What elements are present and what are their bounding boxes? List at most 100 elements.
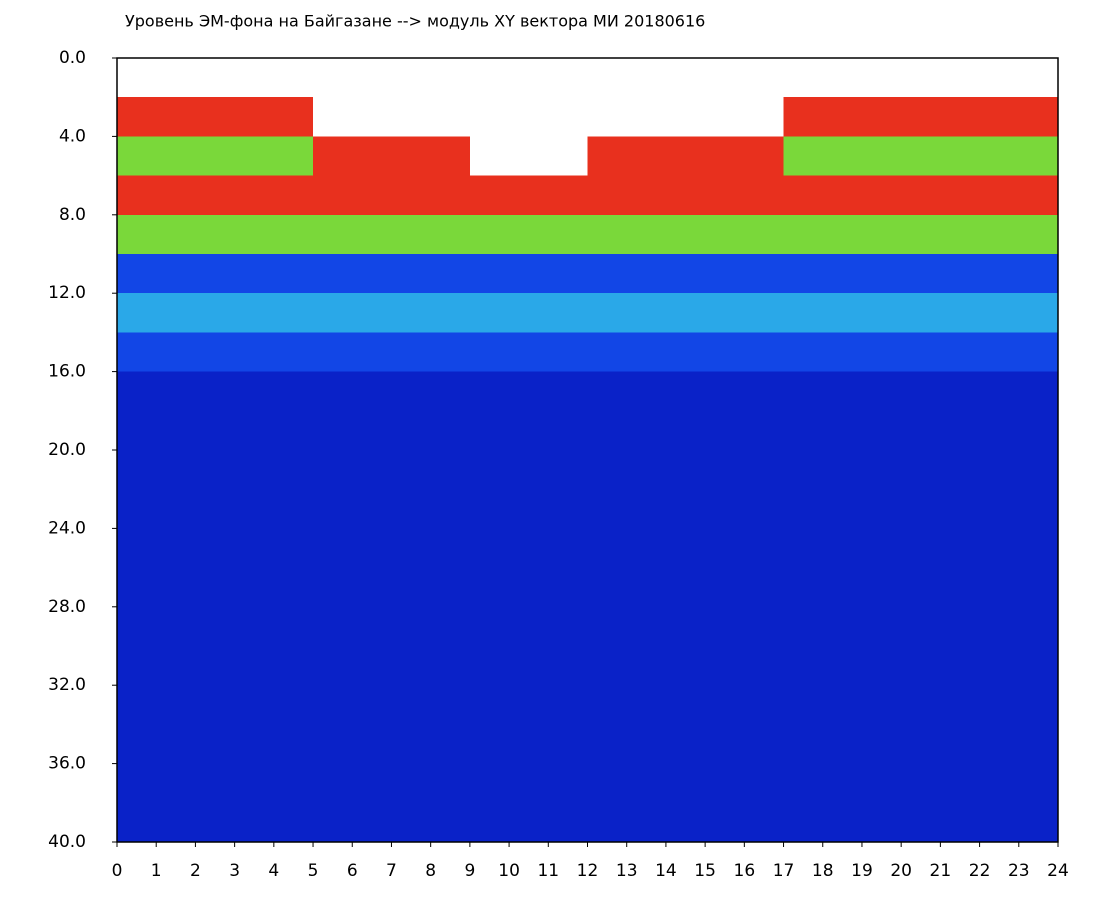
heat-cell	[783, 175, 823, 215]
heat-cell	[822, 332, 862, 372]
heat-cell	[430, 646, 470, 686]
heat-cell	[195, 58, 235, 98]
heat-cell	[744, 58, 784, 98]
heat-cell	[195, 528, 235, 568]
x-tick-label: 2	[190, 861, 201, 881]
heat-cell	[430, 97, 470, 137]
heat-cell	[744, 528, 784, 568]
heat-cell	[469, 371, 510, 411]
heat-cell	[861, 332, 902, 372]
heat-cell	[117, 371, 157, 411]
heat-cell	[822, 606, 862, 646]
heat-cell	[313, 410, 353, 450]
heat-cell	[117, 410, 157, 450]
heat-cell	[979, 802, 1019, 842]
heat-cell	[1018, 646, 1058, 686]
heat-cell	[1018, 58, 1058, 98]
heat-cell	[352, 763, 392, 803]
heat-cell	[430, 136, 470, 176]
heat-cell	[469, 214, 510, 254]
heat-cell	[156, 802, 196, 842]
heat-cell	[234, 450, 274, 490]
heat-cell	[391, 332, 431, 372]
heat-cell	[901, 254, 941, 294]
heat-cell	[626, 802, 666, 842]
heat-cell	[705, 763, 745, 803]
heat-cell	[195, 450, 235, 490]
heat-cell	[822, 410, 862, 450]
heat-cell	[979, 371, 1019, 411]
heat-cell	[313, 332, 353, 372]
heat-cell	[391, 58, 431, 98]
heat-cell	[665, 724, 706, 764]
x-tick-label: 3	[229, 861, 240, 881]
heat-cell	[665, 606, 706, 646]
heat-cell	[391, 685, 431, 725]
heat-cell	[744, 214, 784, 254]
heat-cell	[744, 489, 784, 529]
heat-cell	[469, 567, 510, 607]
heat-cell	[626, 136, 666, 176]
heat-cell	[391, 254, 431, 294]
heat-cell	[156, 136, 196, 176]
heat-cell	[626, 254, 666, 294]
heat-cell	[391, 489, 431, 529]
heat-cell	[587, 293, 627, 333]
heat-cell	[744, 136, 784, 176]
heat-cell	[469, 332, 510, 372]
heat-cell	[587, 489, 627, 529]
heat-cell	[665, 254, 706, 294]
heat-cell	[469, 293, 510, 333]
heat-cell	[273, 802, 314, 842]
heat-cell	[587, 410, 627, 450]
heat-cell	[509, 763, 549, 803]
heat-cell	[901, 175, 941, 215]
heat-cell	[391, 371, 431, 411]
heat-cell	[705, 724, 745, 764]
heat-cell	[195, 175, 235, 215]
heat-cell	[548, 293, 588, 333]
heat-cell	[861, 802, 902, 842]
heat-cell	[430, 293, 470, 333]
x-tick-label: 8	[425, 861, 436, 881]
heat-cell	[273, 97, 314, 137]
heat-cell	[273, 450, 314, 490]
heat-cell	[313, 58, 353, 98]
heat-cell	[901, 606, 941, 646]
heat-cell	[234, 97, 274, 137]
heat-cell	[861, 606, 902, 646]
heat-cell	[234, 606, 274, 646]
heat-cell	[313, 685, 353, 725]
heat-cell	[705, 567, 745, 607]
heat-cell	[195, 567, 235, 607]
heat-cell	[665, 214, 706, 254]
heat-cell	[822, 175, 862, 215]
heat-cell	[822, 58, 862, 98]
heat-cell	[548, 214, 588, 254]
heat-cell	[195, 214, 235, 254]
heat-cell	[234, 175, 274, 215]
heat-cell	[783, 371, 823, 411]
heat-cell	[1018, 606, 1058, 646]
heat-cell	[1018, 489, 1058, 529]
heat-cell	[744, 410, 784, 450]
heat-cell	[744, 97, 784, 137]
heat-cell	[195, 646, 235, 686]
x-tick-label: 19	[851, 861, 873, 881]
heat-cell	[979, 97, 1019, 137]
heat-cell	[548, 528, 588, 568]
heat-cell	[665, 489, 706, 529]
x-tick-label: 16	[734, 861, 756, 881]
heat-cell	[156, 97, 196, 137]
heat-cell	[391, 136, 431, 176]
heat-cell	[861, 214, 902, 254]
heat-cell	[1018, 567, 1058, 607]
heat-cell	[117, 214, 157, 254]
heat-cell	[587, 528, 627, 568]
heat-cell	[744, 567, 784, 607]
heat-cell	[705, 58, 745, 98]
heat-cell	[822, 528, 862, 568]
heat-cell	[744, 763, 784, 803]
heat-cell	[1018, 332, 1058, 372]
